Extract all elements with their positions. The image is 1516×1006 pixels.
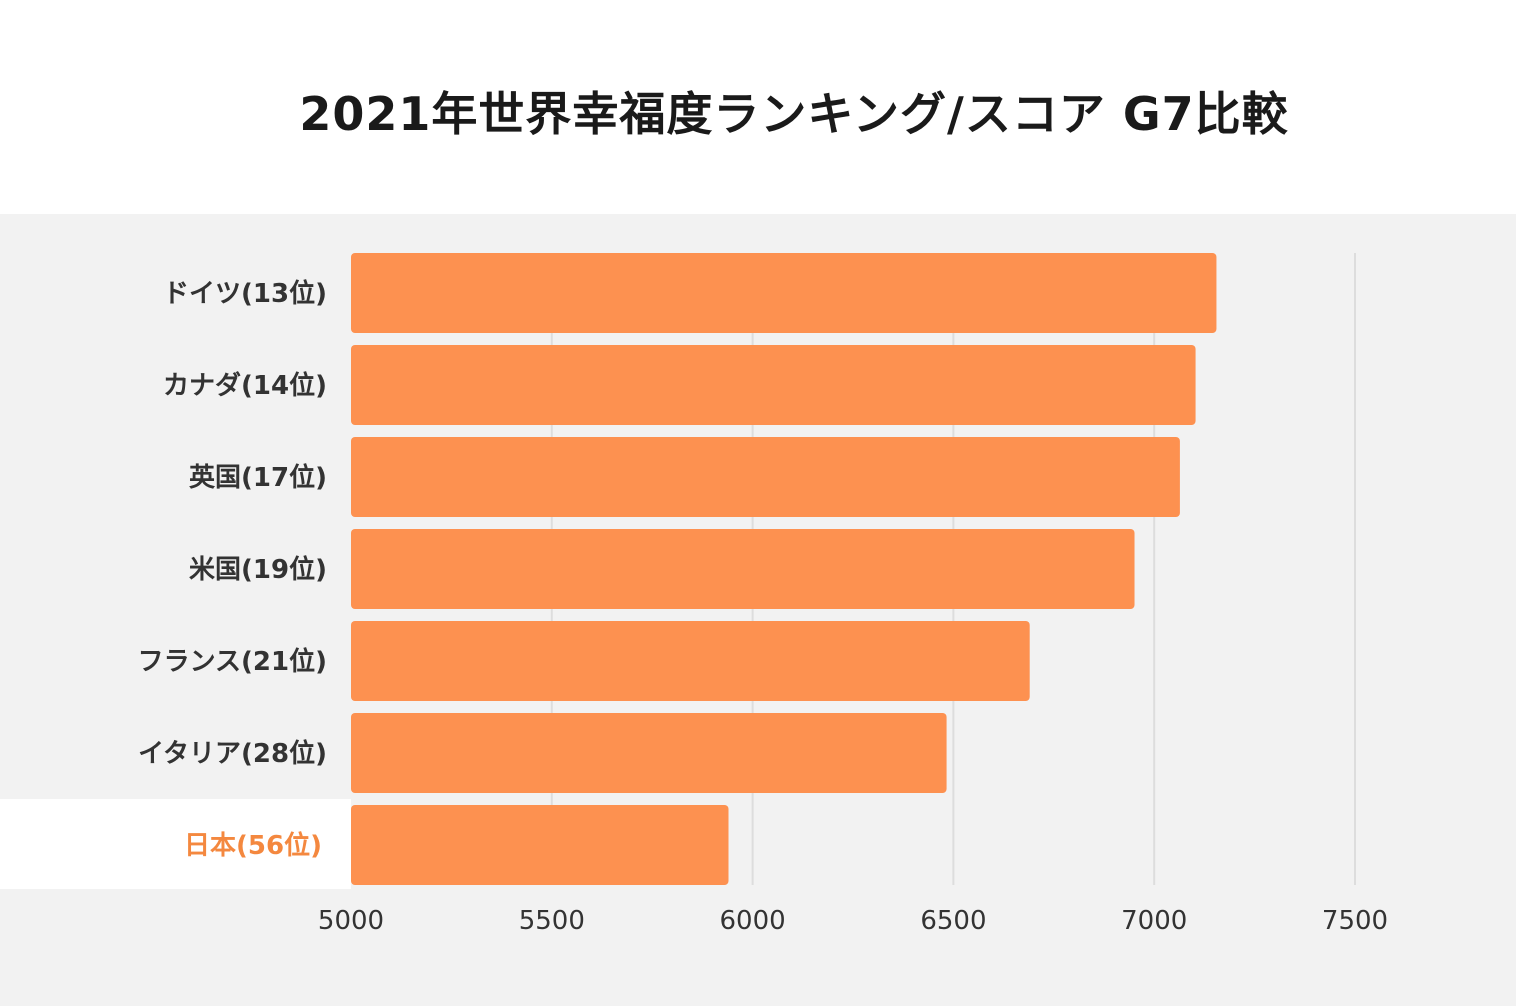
x-tick-label: 7000 — [1121, 906, 1187, 936]
bar — [351, 713, 947, 793]
category-label: イタリア(28位) — [138, 738, 327, 769]
bar — [351, 805, 729, 885]
category-label: 英国(17位) — [189, 462, 327, 493]
bar — [351, 621, 1030, 701]
bar — [351, 253, 1217, 333]
x-tick-label: 5500 — [519, 906, 585, 936]
category-label: 米国(19位) — [189, 554, 327, 585]
x-tick-label: 7500 — [1322, 906, 1388, 936]
x-tick-label: 5000 — [318, 906, 384, 936]
title-area: 2021年世界幸福度ランキング/スコア G7比較 — [0, 0, 1516, 214]
bar — [351, 529, 1135, 609]
highlight-band — [0, 799, 351, 889]
category-label: カナダ(14位) — [163, 370, 327, 401]
x-tick-label: 6500 — [920, 906, 986, 936]
bar — [351, 437, 1180, 517]
chart-title: 2021年世界幸福度ランキング/スコア G7比較 — [299, 87, 1289, 141]
x-tick-label: 6000 — [720, 906, 786, 936]
bar — [351, 345, 1196, 425]
category-label: 日本(56位) — [184, 830, 322, 861]
category-label: フランス(21位) — [138, 646, 327, 677]
category-label: ドイツ(13位) — [163, 278, 327, 309]
